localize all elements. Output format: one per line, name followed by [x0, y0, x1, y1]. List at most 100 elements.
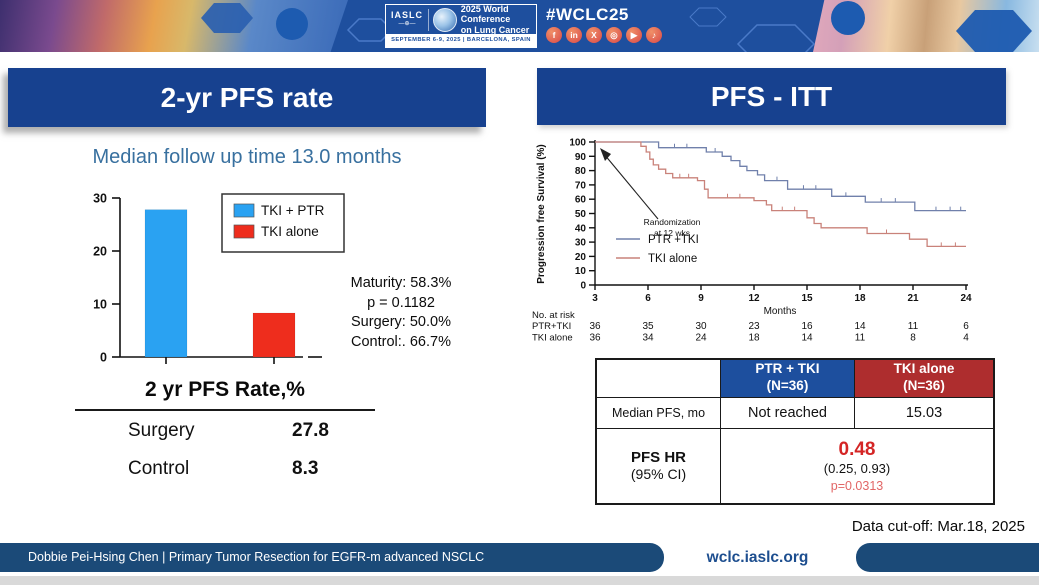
svg-text:6: 6 — [963, 321, 969, 332]
svg-text:4: 4 — [963, 333, 969, 344]
conference-dates: SEPTEMBER 6-9, 2025 | BARCELONA, SPAIN — [386, 34, 536, 47]
svg-text:Randomization: Randomization — [644, 217, 701, 227]
svg-text:34: 34 — [642, 333, 654, 344]
svg-text:16: 16 — [801, 321, 813, 332]
svg-text:PTR +TKI: PTR +TKI — [648, 234, 699, 246]
svg-text:Progression free Survival (%): Progression free Survival (%) — [536, 144, 547, 284]
svg-text:14: 14 — [854, 321, 866, 332]
results-header-ptr-tki: PTR + TKI (N=36) — [720, 358, 855, 398]
summary-rule — [75, 409, 375, 411]
svg-text:18: 18 — [748, 333, 760, 344]
svg-text:10: 10 — [93, 298, 107, 312]
svg-text:24: 24 — [960, 293, 972, 304]
svg-text:TKI alone: TKI alone — [261, 224, 319, 239]
globe-icon — [432, 7, 457, 32]
x-icon: X — [586, 27, 602, 43]
svg-text:50: 50 — [575, 209, 587, 220]
summary-label: Surgery — [128, 420, 195, 441]
svg-text:23: 23 — [748, 321, 760, 332]
results-header-empty — [595, 358, 721, 398]
tiktok-icon: ♪ — [646, 27, 662, 43]
median-pfs-tki-alone: 15.03 — [854, 396, 995, 429]
bar-chart: 0 10 20 30 TKI + PTR TKI alone — [93, 192, 345, 365]
summary-value: 8.3 — [292, 458, 319, 479]
svg-text:6: 6 — [645, 293, 651, 304]
summary-table-title: 2 yr PFS Rate,% — [145, 378, 305, 401]
summary-label: Control — [128, 458, 190, 479]
svg-text:11: 11 — [908, 321, 919, 332]
hr-confidence-interval: (0.25, 0.93) — [823, 461, 891, 477]
pfs-hr-label: PFS HR (95% CI) — [595, 427, 721, 505]
hashtag: #WCLC25 — [546, 5, 629, 24]
svg-text:0: 0 — [100, 351, 107, 365]
median-pfs-ptr-tki: Not reached — [720, 396, 855, 429]
svg-text:36: 36 — [589, 321, 601, 332]
svg-text:30: 30 — [93, 192, 107, 206]
svg-text:30: 30 — [575, 238, 587, 249]
svg-text:35: 35 — [642, 321, 654, 332]
right-panel-title: PFS - ITT — [537, 68, 1006, 125]
left-panel-title: 2-yr PFS rate — [8, 68, 486, 127]
youtube-icon: ▶ — [626, 27, 642, 43]
svg-text:at 12 wks: at 12 wks — [654, 228, 690, 238]
pfs-hr-cell: 0.48 (0.25, 0.93) p=0.0313 — [720, 427, 995, 505]
svg-text:36: 36 — [589, 333, 601, 344]
hr-pvalue: p=0.0313 — [830, 478, 884, 493]
svg-text:No. at risk: No. at risk — [532, 310, 575, 321]
svg-text:11: 11 — [855, 333, 866, 344]
results-header-tki-alone: TKI alone (N=36) — [854, 358, 995, 398]
stat-control: Control:. 66.7% — [351, 334, 451, 351]
svg-text:TKI alone: TKI alone — [532, 333, 573, 344]
footer-accent-bar — [856, 543, 1039, 572]
svg-text:40: 40 — [575, 223, 587, 234]
median-followup-subtitle: Median follow up time 13.0 months — [92, 146, 402, 168]
data-cutoff-note: Data cut-off: Mar.18, 2025 — [851, 518, 1025, 535]
svg-text:20: 20 — [93, 245, 107, 259]
svg-text:12: 12 — [748, 293, 760, 304]
summary-value: 27.8 — [292, 420, 329, 441]
svg-text:20: 20 — [575, 252, 587, 263]
svg-text:TKI alone: TKI alone — [648, 253, 697, 265]
svg-text:9: 9 — [698, 293, 704, 304]
conference-banner: IASLC —⊕— 2025 World Conference on Lung C… — [0, 0, 1039, 52]
svg-text:80: 80 — [575, 166, 587, 177]
results-table: PTR + TKI (N=36) TKI alone (N=36) Median… — [595, 358, 995, 505]
svg-text:8: 8 — [910, 333, 916, 344]
hr-value: 0.48 — [838, 438, 876, 460]
iaslc-logo-box: IASLC —⊕— 2025 World Conference on Lung C… — [385, 4, 537, 48]
svg-text:10: 10 — [575, 266, 587, 277]
facebook-icon: f — [546, 27, 562, 43]
instagram-icon: ◎ — [606, 27, 622, 43]
svg-text:30: 30 — [695, 321, 707, 332]
svg-text:24: 24 — [695, 333, 707, 344]
svg-text:70: 70 — [575, 180, 587, 191]
svg-text:PTR+TKI: PTR+TKI — [532, 321, 571, 332]
banner-decor-shapes — [201, 1, 1032, 52]
svg-text:TKI + PTR: TKI + PTR — [261, 203, 325, 218]
stat-maturity: Maturity: 58.3% — [350, 275, 452, 291]
svg-text:90: 90 — [575, 152, 587, 163]
stat-surgery: Surgery: 50.0% — [351, 314, 451, 331]
social-icons: f in X ◎ ▶ ♪ — [546, 27, 662, 43]
svg-text:Months: Months — [764, 306, 797, 317]
divider — [428, 8, 429, 31]
svg-text:100: 100 — [569, 138, 586, 149]
svg-text:3: 3 — [592, 293, 598, 304]
bottom-strip — [0, 576, 1039, 585]
svg-text:21: 21 — [907, 293, 919, 304]
svg-text:0: 0 — [580, 281, 586, 292]
footer-website: wclc.iaslc.org — [706, 549, 809, 566]
median-pfs-label: Median PFS, mo — [595, 396, 721, 429]
svg-text:18: 18 — [854, 293, 866, 304]
iaslc-logo: IASLC —⊕— — [391, 10, 423, 28]
footer-credit-bar: Dobbie Pei-Hsing Chen | Primary Tumor Re… — [0, 543, 664, 572]
svg-text:60: 60 — [575, 195, 587, 206]
svg-text:14: 14 — [801, 333, 813, 344]
linkedin-icon: in — [566, 27, 582, 43]
svg-text:15: 15 — [801, 293, 813, 304]
stats-block: Maturity: 58.3% p = 0.1182 Surgery: 50.0… — [336, 274, 466, 353]
conference-title: 2025 World Conference on Lung Cancer — [460, 3, 530, 35]
stat-pvalue: p = 0.1182 — [367, 294, 435, 311]
